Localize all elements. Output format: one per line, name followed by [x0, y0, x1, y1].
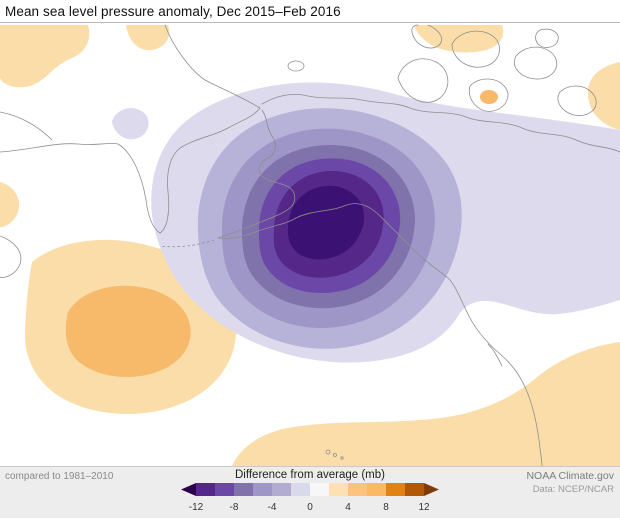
colorbar-segment [196, 483, 215, 496]
hawaii-island-2 [333, 453, 337, 457]
colorbar-segment [272, 483, 291, 496]
legend: Difference from average (mb) -12 -8 -4 [0, 469, 620, 513]
orange-left-edge-patch [0, 182, 20, 228]
colorbar-segment [215, 483, 234, 496]
legend-tick-1: -8 [230, 502, 239, 513]
footer: compared to 1981–2010 Difference from av… [0, 466, 620, 518]
anomaly-map [0, 23, 620, 467]
baseline-note: compared to 1981–2010 [5, 471, 114, 482]
coastline-siberia-kamchatka [0, 24, 261, 234]
arctic-island-3 [468, 78, 509, 112]
colorbar-arrow-left [181, 483, 196, 496]
title-bar: Mean sea level pressure anomaly, Dec 201… [0, 0, 620, 23]
arctic-island-6 [411, 24, 442, 49]
colorbar-segment [348, 483, 367, 496]
credit-noaa: NOAA Climate.gov [526, 470, 614, 482]
contour-core [288, 185, 364, 260]
colorbar-segment [234, 483, 253, 496]
hawaii-island-3 [340, 456, 344, 460]
orange-top-left-lobe1 [0, 25, 90, 88]
legend-tick-2: -4 [268, 502, 277, 513]
arctic-island-4 [514, 46, 558, 80]
legend-tick-4: 4 [345, 502, 351, 513]
orange-west-pacific-core [65, 285, 191, 378]
colorbar-segment [291, 483, 310, 496]
coastline-aleutian-islands [159, 239, 215, 248]
colorbar-segment [310, 483, 329, 496]
legend-title: Difference from average (mb) [235, 469, 385, 481]
wrangel-island [287, 60, 305, 72]
colorbar: -12 -8 -4 0 4 8 12 [181, 483, 439, 513]
coastline-alaska-west-south [217, 109, 543, 467]
credit-data-source: Data: NCEP/NCAR [532, 484, 614, 495]
page-title: Mean sea level pressure anomaly, Dec 201… [5, 4, 341, 19]
legend-tick-5: 8 [383, 502, 389, 513]
orange-small-spot [480, 90, 498, 104]
colorbar-segment [329, 483, 348, 496]
legend-tick-0: -12 [189, 502, 204, 513]
negative-anomaly-regions [112, 82, 620, 363]
coastal-islands-bc [487, 343, 503, 367]
orange-bottom-band [232, 342, 620, 466]
arctic-island-2 [451, 30, 500, 68]
hawaii-island-1 [325, 449, 331, 455]
arctic-island-5 [557, 85, 597, 116]
map-wrap [0, 23, 620, 467]
colorbar-segment [405, 483, 424, 496]
legend-tick-6: 12 [418, 502, 430, 513]
contour-minus2-small-patch [112, 108, 149, 140]
arctic-island-1 [397, 58, 449, 103]
colorbar-arrow-right [424, 483, 439, 496]
colorbar-segment [253, 483, 272, 496]
colorbar-segment [367, 483, 386, 496]
coastlines [0, 24, 620, 467]
legend-tick-3: 0 [307, 502, 313, 513]
coastline-arctic [261, 94, 620, 153]
orange-top-left-lobe2 [126, 25, 170, 51]
colorbar-segment [386, 483, 405, 496]
orange-top-right-patch [414, 25, 504, 53]
coastline-okhotsk [0, 111, 53, 141]
arctic-island-7 [535, 28, 559, 48]
coastline-kuril [0, 235, 22, 278]
credits: NOAA Climate.gov Data: NCEP/NCAR [526, 470, 614, 496]
orange-right-edge-patch [587, 62, 620, 130]
